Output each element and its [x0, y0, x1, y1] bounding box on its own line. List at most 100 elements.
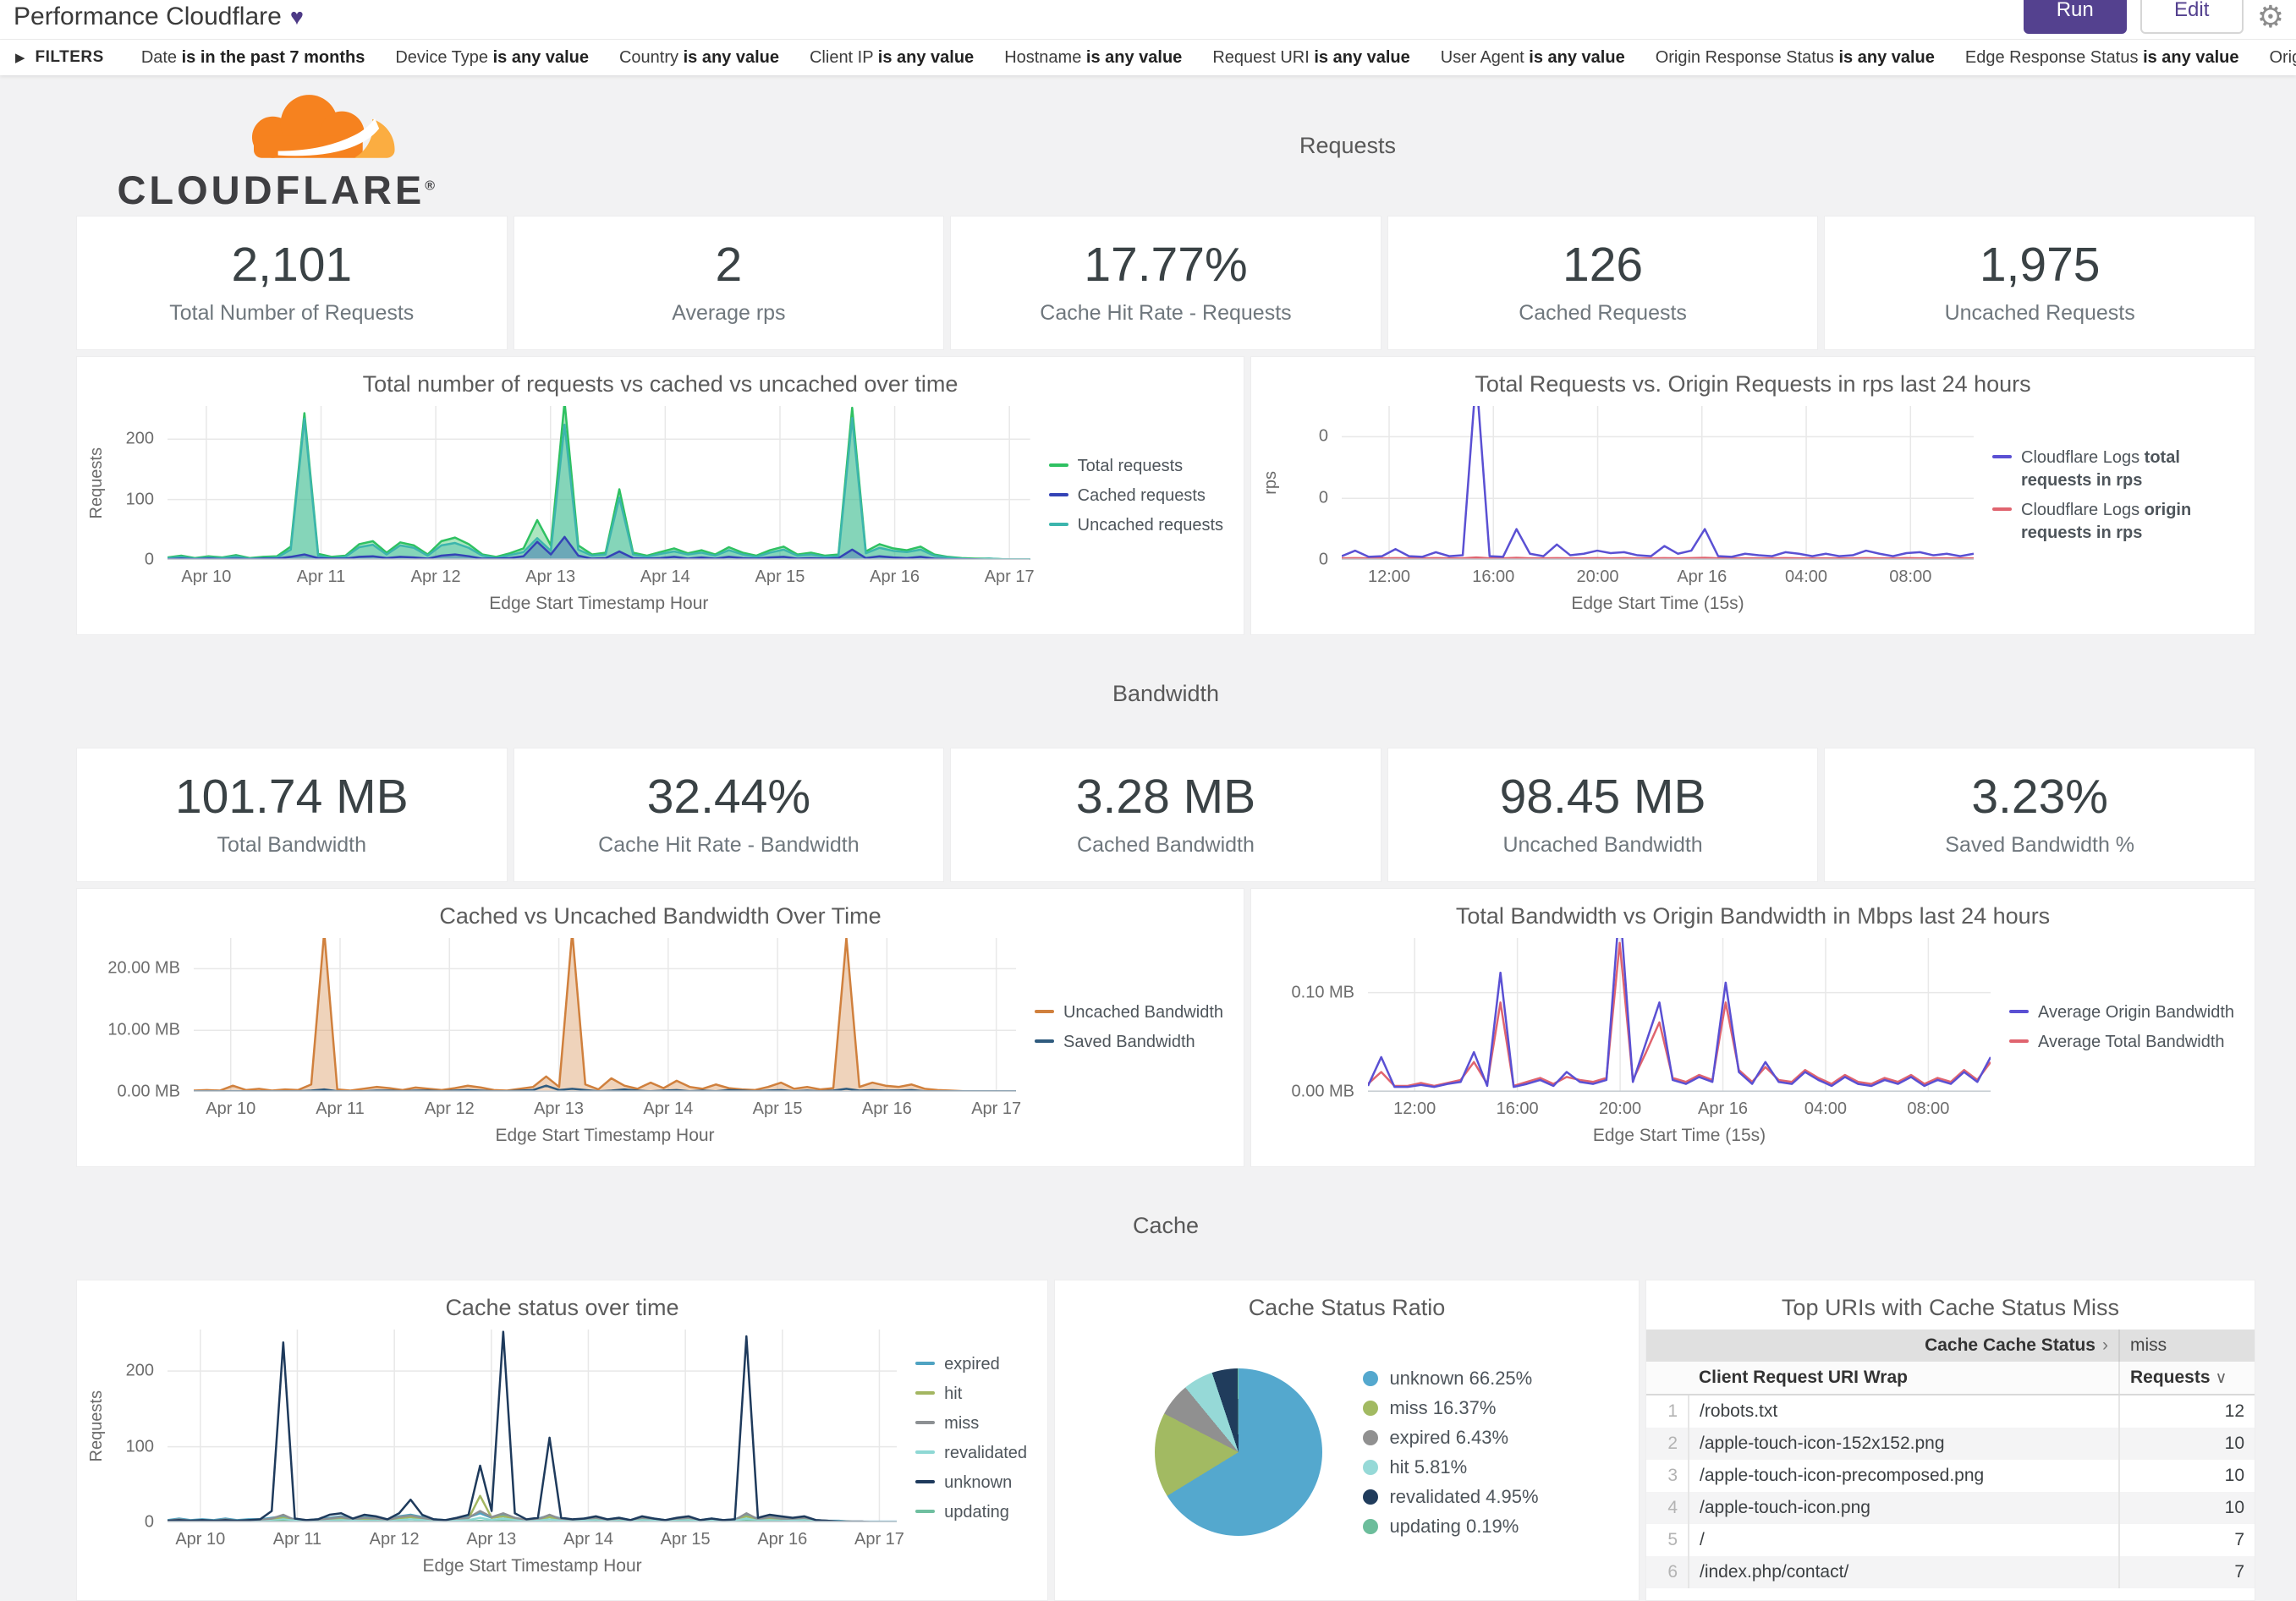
filter-item[interactable]: Origin IP is any value	[2269, 47, 2296, 67]
kpi-tile: 17.77% Cache Hit Rate - Requests	[950, 216, 1381, 350]
table-row[interactable]: 2/apple-touch-icon-152x152.png 10	[1646, 1428, 2255, 1460]
row-uri[interactable]: /apple-touch-icon.png	[1700, 1498, 1870, 1517]
requests-section-header: CLOUDFLARE® Requests	[76, 89, 2255, 214]
legend-item[interactable]: Saved Bandwidth	[1034, 1031, 1223, 1054]
row-index: 5	[1646, 1524, 1689, 1556]
legend-item[interactable]: hit	[915, 1383, 1027, 1406]
legend-item[interactable]: revalidated	[915, 1442, 1027, 1465]
kpi-label: Uncached Bandwidth	[1502, 833, 1703, 857]
bandwidth-kpi-row: 101.74 MB Total Bandwidth 32.44% Cache Hit …	[76, 748, 2255, 882]
chart-rps-24h: Total Requests vs. Origin Requests in rp…	[1250, 356, 2255, 635]
row-requests[interactable]: 10	[2118, 1428, 2255, 1460]
pie-legend-dot	[1363, 1489, 1379, 1505]
legend-item[interactable]: Average Origin Bandwidth	[2009, 1001, 2234, 1024]
legend-swatch	[1992, 507, 2012, 511]
requests-column-header[interactable]: Requests ∨	[2118, 1362, 2255, 1395]
legend-item[interactable]: Cached requests	[1048, 485, 1223, 507]
filter-item[interactable]: Date is in the past 7 months	[140, 47, 365, 67]
x-axis-label: Edge Start Timestamp Hour	[422, 1556, 642, 1576]
plot-area[interactable]	[1368, 938, 1991, 1092]
pie-chart[interactable]	[1155, 1368, 1323, 1536]
legend-item[interactable]: Average Total Bandwidth	[2009, 1031, 2234, 1054]
pie-legend-item[interactable]: expired 6.43%	[1363, 1427, 1538, 1449]
filter-item[interactable]: Hostname is any value	[1004, 47, 1183, 67]
pie-legend-item[interactable]: hit 5.81%	[1363, 1456, 1538, 1478]
legend-item[interactable]: Total requests	[1048, 455, 1223, 478]
chart-legend[interactable]: Cloudflare Logs total requests in rps Clo…	[1974, 440, 2248, 580]
kpi-tile: 2 Average rps	[513, 216, 945, 350]
kpi-value: 17.77%	[1084, 238, 1248, 292]
row-requests[interactable]: 7	[2118, 1556, 2255, 1588]
plot-area[interactable]	[194, 938, 1016, 1092]
top-uris-table-tile: Top URIs with Cache Status Miss Cache Ca…	[1645, 1280, 2255, 1601]
legend-item[interactable]: Uncached requests	[1048, 514, 1223, 537]
row-uri[interactable]: /	[1700, 1530, 1705, 1549]
pie-legend-dot	[1363, 1400, 1379, 1416]
row-requests[interactable]: 10	[2118, 1460, 2255, 1492]
filter-item[interactable]: Client IP is any value	[809, 47, 975, 67]
row-requests[interactable]: 12	[2118, 1395, 2255, 1428]
plot-area[interactable]	[168, 1330, 897, 1522]
legend-item[interactable]: Cloudflare Logs origin requests in rps	[1992, 499, 2234, 545]
kpi-label: Cached Bandwidth	[1077, 833, 1255, 857]
chart-legend[interactable]: Total requests Cached requests Uncached re…	[1030, 448, 1237, 573]
row-uri[interactable]: /apple-touch-icon-152x152.png	[1700, 1434, 1945, 1453]
table-row[interactable]: 3/apple-touch-icon-precomposed.png 10	[1646, 1460, 2255, 1492]
row-index: 2	[1646, 1428, 1689, 1460]
pie-legend-item[interactable]: miss 16.37%	[1363, 1397, 1538, 1419]
table-row[interactable]: 4/apple-touch-icon.png 10	[1646, 1492, 2255, 1524]
pie-legend[interactable]: unknown 66.25% miss 16.37% expired 6.43% hi…	[1363, 1360, 1539, 1545]
gear-icon[interactable]: ⚙	[2256, 0, 2284, 34]
x-axis-label: Edge Start Time (15s)	[1571, 594, 1744, 613]
legend-item[interactable]: updating	[915, 1501, 1027, 1524]
uri-table-body: 1/robots.txt 12 2/apple-touch-icon-152x152…	[1646, 1395, 2255, 1588]
filters-caret-icon[interactable]: ▶	[15, 51, 25, 65]
row-uri[interactable]: /robots.txt	[1700, 1401, 1778, 1421]
uri-column-header[interactable]: Client Request URI Wrap	[1689, 1362, 2119, 1395]
chart-legend[interactable]: Average Origin Bandwidth Average Total Ba…	[1991, 995, 2248, 1089]
pie-legend-item[interactable]: revalidated 4.95%	[1363, 1486, 1539, 1508]
filter-item[interactable]: Edge Response Status is any value	[1964, 47, 2239, 67]
filters-label[interactable]: FILTERS	[35, 48, 104, 66]
plot-area[interactable]	[1342, 406, 1974, 560]
table-row[interactable]: 1/robots.txt 12	[1646, 1395, 2255, 1428]
pie-legend-dot	[1363, 1459, 1379, 1475]
pivot-label[interactable]: Cache Cache Status ›	[1646, 1330, 2119, 1362]
filter-item[interactable]: Request URI is any value	[1212, 47, 1410, 67]
dashboard-title-text: Performance Cloudflare	[14, 3, 282, 30]
filter-item[interactable]: Device Type is any value	[395, 47, 589, 67]
uri-table: Cache Cache Status › miss Client Request …	[1646, 1330, 2255, 1588]
chart-legend[interactable]: expired hit miss revalidated unknown updating	[897, 1346, 1041, 1560]
heart-icon: ♥	[289, 4, 304, 30]
table-row[interactable]: 5 / 7	[1646, 1524, 2255, 1556]
plot-area[interactable]	[168, 406, 1030, 560]
filter-item[interactable]: Origin Response Status is any value	[1655, 47, 1935, 67]
legend-item[interactable]: miss	[915, 1412, 1027, 1435]
row-requests[interactable]: 10	[2118, 1492, 2255, 1524]
pie-legend-item[interactable]: unknown 66.25%	[1363, 1368, 1538, 1390]
table-row[interactable]: 6/index.php/contact/7	[1646, 1556, 2255, 1588]
row-index: 1	[1646, 1395, 1689, 1428]
kpi-tile: 98.45 MB Uncached Bandwidth	[1387, 748, 1819, 882]
bandwidth-charts-row: Cached vs Uncached Bandwidth Over Time 0…	[76, 888, 2255, 1167]
section-title-requests: Requests	[1299, 133, 1397, 158]
kpi-label: Average rps	[672, 301, 786, 325]
legend-item[interactable]: unknown	[915, 1472, 1027, 1494]
filter-item[interactable]: User Agent is any value	[1440, 47, 1625, 67]
x-axis-ticks: Apr 10 Apr 11 Apr 12 Apr 13 Apr 14 Apr 15 Apr …	[181, 567, 1035, 586]
filter-item[interactable]: Country is any value	[618, 47, 779, 67]
pie-legend-item[interactable]: updating 0.19%	[1363, 1516, 1538, 1538]
chart-legend[interactable]: Uncached Bandwidth Saved Bandwidth	[1016, 995, 1237, 1089]
row-uri[interactable]: /apple-touch-icon-precomposed.png	[1700, 1466, 1985, 1485]
requests-kpi-row: 2,101 Total Number of Requests 2 Average rp…	[76, 216, 2255, 350]
legend-swatch	[915, 1362, 936, 1365]
legend-item[interactable]: Uncached Bandwidth	[1034, 1001, 1223, 1024]
run-button[interactable]: Run	[2023, 0, 2127, 34]
edit-button[interactable]: Edit	[2139, 0, 2244, 34]
legend-item[interactable]: expired	[915, 1353, 1027, 1376]
pivot-value[interactable]: miss	[2118, 1330, 2255, 1362]
row-uri[interactable]: /index.php/contact/	[1700, 1562, 1849, 1582]
row-requests[interactable]: 7	[2118, 1524, 2255, 1556]
kpi-label: Saved Bandwidth %	[1945, 833, 2135, 857]
legend-item[interactable]: Cloudflare Logs total requests in rps	[1992, 447, 2234, 492]
